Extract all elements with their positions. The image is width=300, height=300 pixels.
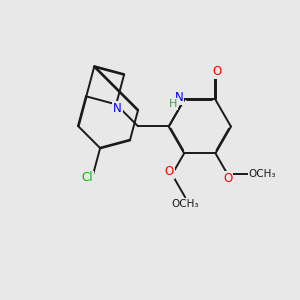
Text: O: O (212, 65, 221, 78)
Text: H: H (169, 99, 177, 109)
Text: N: N (113, 102, 122, 115)
Text: OCH₃: OCH₃ (171, 199, 199, 209)
Text: N: N (175, 92, 184, 104)
Text: Cl: Cl (81, 171, 93, 184)
Text: OCH₃: OCH₃ (248, 169, 276, 179)
Text: O: O (164, 165, 174, 178)
Text: O: O (223, 172, 232, 185)
